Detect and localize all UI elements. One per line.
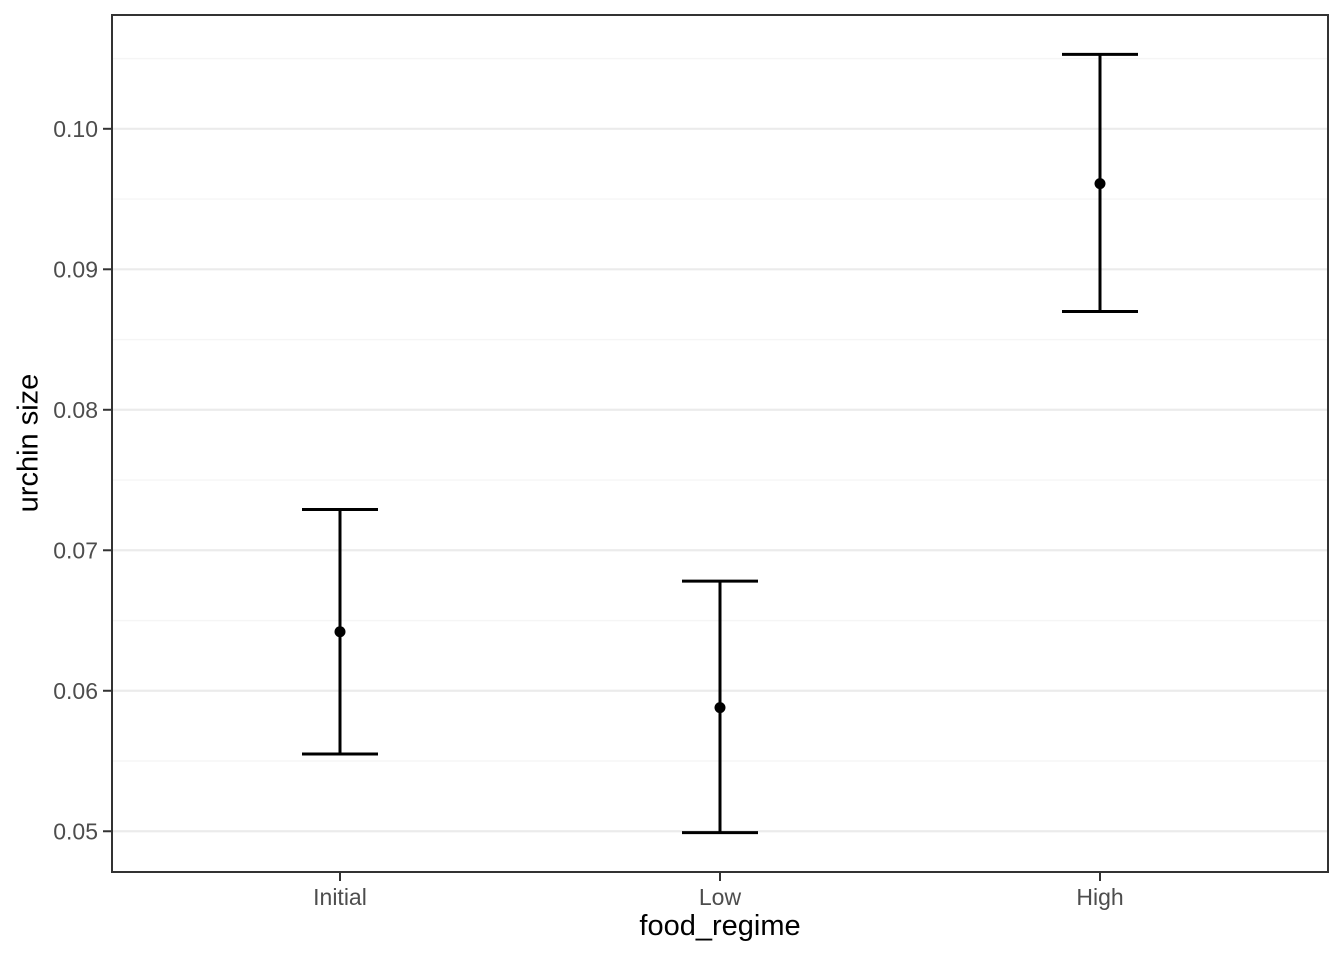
errorbar-group-high xyxy=(1062,52,1138,313)
point xyxy=(714,702,726,714)
point xyxy=(334,626,346,638)
y-tick-label: 0.06 xyxy=(53,678,98,704)
y-tick-label: 0.09 xyxy=(53,256,98,282)
point xyxy=(1094,178,1106,190)
x-tick-label: Initial xyxy=(313,884,367,910)
y-axis-title: urchin size xyxy=(12,373,45,513)
y-tick-label: 0.08 xyxy=(53,397,98,423)
x-tick-label: Low xyxy=(699,884,742,910)
y-tick-label: 0.10 xyxy=(53,116,98,142)
errorbar-group-low xyxy=(682,579,758,835)
errorbar-group-initial xyxy=(302,508,378,756)
y-axis: 0.05 0.06 0.07 0.08 0.09 0.10 xyxy=(53,116,112,844)
y-tick-label: 0.07 xyxy=(53,537,98,563)
x-tick-label: High xyxy=(1076,884,1123,910)
x-axis: Initial Low High xyxy=(313,872,1124,910)
x-axis-title: food_regime xyxy=(639,910,801,942)
y-tick-label: 0.05 xyxy=(53,818,98,844)
gridlines-major xyxy=(112,127,1328,833)
series-marks xyxy=(302,52,1138,835)
